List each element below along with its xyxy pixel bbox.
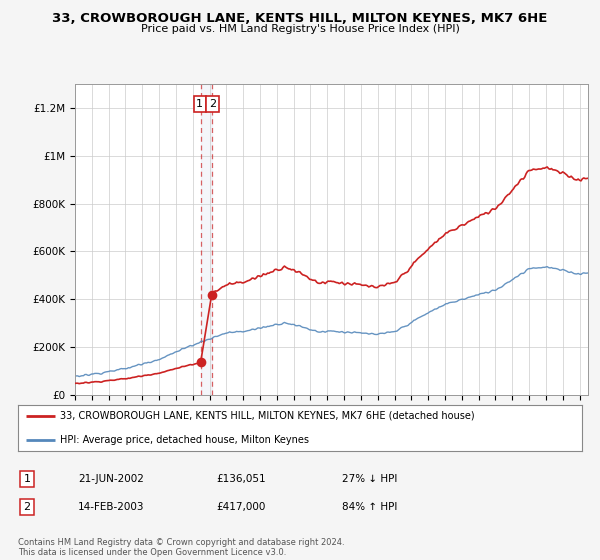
Text: 33, CROWBOROUGH LANE, KENTS HILL, MILTON KEYNES, MK7 6HE (detached house): 33, CROWBOROUGH LANE, KENTS HILL, MILTON… (60, 411, 475, 421)
Text: 21-JUN-2002: 21-JUN-2002 (78, 474, 144, 484)
Text: 2: 2 (209, 99, 216, 109)
Text: £136,051: £136,051 (216, 474, 266, 484)
Text: 84% ↑ HPI: 84% ↑ HPI (342, 502, 397, 512)
Text: 14-FEB-2003: 14-FEB-2003 (78, 502, 145, 512)
Text: £417,000: £417,000 (216, 502, 265, 512)
Text: Contains HM Land Registry data © Crown copyright and database right 2024.
This d: Contains HM Land Registry data © Crown c… (18, 538, 344, 557)
Text: 27% ↓ HPI: 27% ↓ HPI (342, 474, 397, 484)
Text: 2: 2 (23, 502, 31, 512)
Text: 1: 1 (196, 99, 203, 109)
Text: Price paid vs. HM Land Registry's House Price Index (HPI): Price paid vs. HM Land Registry's House … (140, 24, 460, 34)
Text: 1: 1 (23, 474, 31, 484)
Text: HPI: Average price, detached house, Milton Keynes: HPI: Average price, detached house, Milt… (60, 435, 310, 445)
Bar (200, 84, 212, 395)
Text: 33, CROWBOROUGH LANE, KENTS HILL, MILTON KEYNES, MK7 6HE: 33, CROWBOROUGH LANE, KENTS HILL, MILTON… (52, 12, 548, 25)
